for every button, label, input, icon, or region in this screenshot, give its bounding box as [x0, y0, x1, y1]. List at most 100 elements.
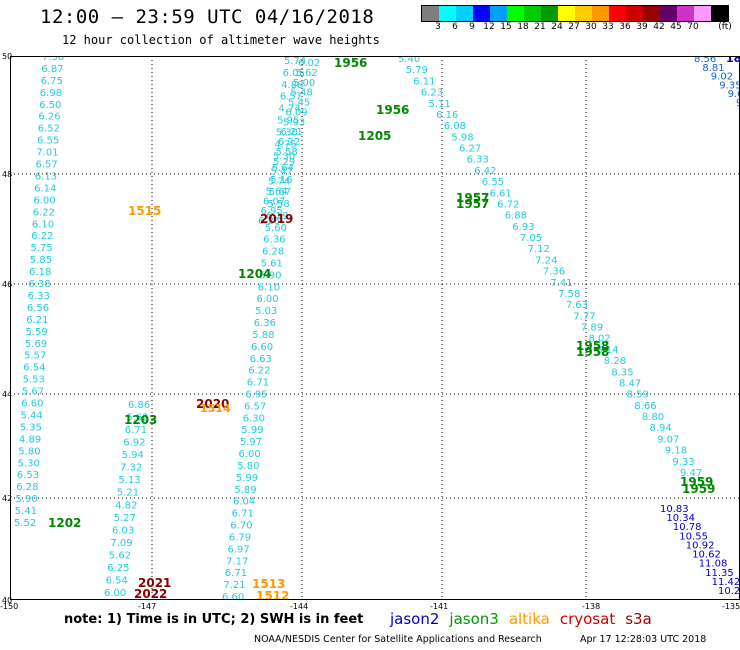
swh-label-track-a: 6.98 [40, 88, 62, 99]
swh-label-track-a: 5.67 [22, 387, 44, 398]
longitude-label: -144 [290, 602, 309, 611]
swh-label-track-c: 5.90 [259, 270, 281, 281]
swh-label-track-a: 6.00 [33, 195, 55, 206]
legend-label: 24 [551, 22, 563, 32]
map-title: 12:00 – 23:59 UTC 04/16/2018 [40, 6, 375, 28]
satellite-s3a: s3a [625, 610, 652, 628]
swh-label-track-e: 6.72 [497, 200, 519, 211]
swh-label-track-c: 5.30 [273, 151, 295, 162]
swh-label-track-g: 8.56 [694, 56, 716, 65]
swh-label-track-c: 6.71 [225, 568, 247, 579]
legend-swatch [626, 6, 643, 21]
swh-label-track-b: 6.71 [125, 425, 147, 436]
swh-label-track-a: 6.60 [21, 399, 43, 410]
legend-swatch [473, 6, 490, 21]
swh-label-track-c: 6.00 [239, 449, 261, 460]
swh-label-track-c: 6.00 [256, 294, 278, 305]
swh-label-track-e: 7.89 [581, 323, 603, 334]
swh-label-track-c: 6.19 [266, 211, 288, 222]
swh-label-track-a: 5.44 [21, 411, 43, 422]
swh-label-track-f: 10.34 [666, 513, 695, 524]
pass-time-j3_1204: 1204 [238, 267, 271, 281]
swh-label-track-e: 6.23 [421, 88, 443, 99]
swh-label-track-d: 6.21 [281, 127, 303, 138]
legend-label: 33 [602, 22, 614, 32]
swh-label-track-a: 6.52 [38, 124, 60, 135]
swh-label-track-c: 6.22 [248, 366, 270, 377]
swh-label-track-c: 5.88 [252, 330, 274, 341]
swh-label-track-d: 6.26 [258, 216, 280, 227]
swh-label-track-c: 6.71 [232, 509, 254, 520]
swh-label-track-e: 6.27 [459, 144, 481, 155]
legend-swatch [490, 6, 507, 21]
legend-label: 6 [452, 22, 458, 32]
swh-label-track-a: 6.22 [31, 231, 53, 242]
swh-label-track-d: 5.93 [283, 117, 305, 128]
swh-label-track-f: 10.92 [686, 540, 715, 551]
swh-label-track-c: 5.95 [277, 116, 299, 127]
swh-label-track-f: 10.55 [679, 531, 708, 542]
swh-label-track-a: 6.38 [28, 279, 50, 290]
swh-label-track-c: 5.64 [272, 163, 294, 174]
swh-label-track-a: 6.21 [26, 315, 48, 326]
swh-label-track-d: 5.62 [296, 68, 318, 79]
legend-label: 15 [500, 22, 512, 32]
swh-label-track-d: 6.07 [263, 196, 285, 207]
swh-label-track-d: 5.58 [276, 147, 298, 158]
pass-time-j3_1957: 1957 [456, 191, 489, 205]
swh-label-track-e: 9.47 [680, 468, 702, 479]
swh-label-track-b: 5.62 [109, 550, 131, 561]
swh-label-track-a: 6.14 [34, 183, 56, 194]
swh-label-track-e: 8.02 [589, 334, 611, 345]
swh-label-track-a: 6.10 [32, 219, 54, 230]
legend-swatch [422, 6, 439, 21]
swh-label-track-a: 6.22 [33, 207, 55, 218]
swh-label-track-c: 5.99 [236, 473, 258, 484]
swh-label-track-e: 7.41 [550, 278, 572, 289]
latitude-label: 44 [2, 390, 13, 399]
swh-label-track-b: 5.27 [114, 513, 136, 524]
legend-label: 12 [483, 22, 495, 32]
swh-label-track-d: 5.48 [291, 88, 313, 99]
swh-label-track-c: 6.60 [222, 592, 244, 600]
swh-label-track-e: 5.79 [406, 65, 428, 76]
swh-label-track-e: 5.98 [451, 132, 473, 143]
swh-label-track-e: 6.11 [413, 76, 435, 87]
swh-label-track-c: 6.70 [230, 521, 252, 532]
swh-label-track-g: 9.90 [736, 98, 740, 109]
satellite-legend: jason2 jason3 altika cryosat s3a [390, 610, 662, 628]
pass-time-j3_1958: 1958 [576, 339, 609, 353]
swh-label-track-b: 5.21 [117, 488, 139, 499]
swh-label-track-a: 6.53 [17, 470, 39, 481]
pass-time-j3_1956a: 1956 [334, 56, 367, 70]
swh-label-track-c: 5.80 [237, 461, 259, 472]
latitude-label: 42 [2, 494, 13, 503]
swh-label-track-c: 4.88 [281, 80, 303, 91]
swh-label-track-b: 6.25 [107, 563, 129, 574]
pass-time-alt_1513: 1513 [252, 577, 285, 591]
swh-label-track-a: 5.59 [26, 327, 48, 338]
swh-label-track-e: 8.35 [611, 367, 633, 378]
swh-label-track-d: 5.29 [273, 157, 295, 168]
swh-label-track-b: 6.03 [112, 525, 134, 536]
swh-label-track-c: 6.63 [250, 354, 272, 365]
swh-label-track-c: 6.60 [251, 342, 273, 353]
swh-label-track-d: 5.45 [288, 98, 310, 109]
swh-label-track-c: 6.57 [244, 401, 266, 412]
pass-time-cs_2019: 2019 [260, 212, 293, 226]
swh-label-track-a: 6.50 [39, 100, 61, 111]
swh-label-track-e: 6.42 [474, 166, 496, 177]
pass-time-alt_1515: 1515 [128, 204, 161, 218]
swh-label-track-a: 6.57 [36, 160, 58, 171]
legend-swatch [524, 6, 541, 21]
swh-label-track-c: 5.74 [284, 56, 306, 67]
swh-label-track-c: 6.97 [228, 544, 250, 555]
swh-label-track-e: 5.11 [429, 99, 451, 110]
swh-label-track-d: 6.02 [298, 58, 320, 69]
swh-label-track-d: 5.00 [293, 78, 315, 89]
pass-time-j3_1205: 1205 [358, 129, 391, 143]
legend-swatch [677, 6, 694, 21]
satellite-jason3: jason3 [449, 610, 499, 628]
swh-label-track-a: 6.26 [38, 112, 60, 123]
swh-label-track-c: 5.99 [241, 425, 263, 436]
